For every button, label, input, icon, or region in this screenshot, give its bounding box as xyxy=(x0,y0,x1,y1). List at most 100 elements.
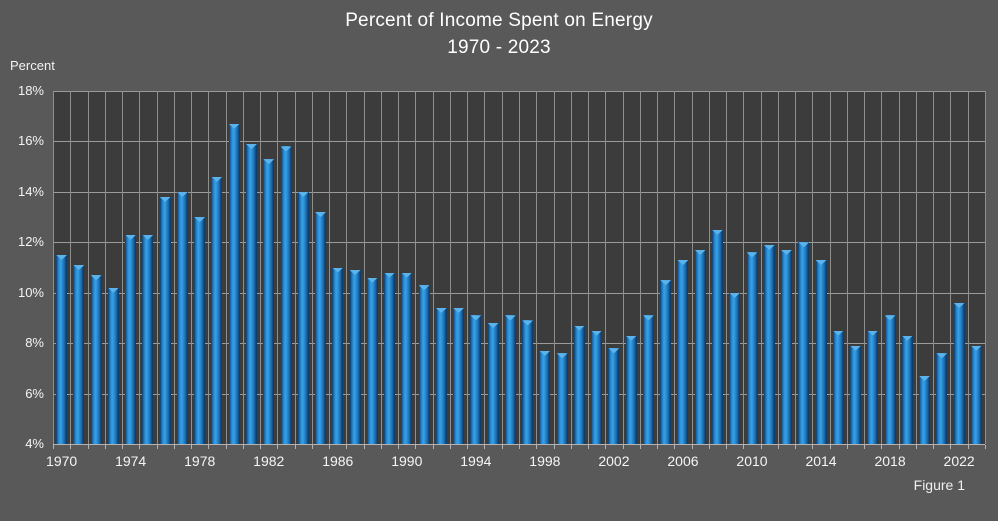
x-axis-tick xyxy=(346,445,348,449)
bar-1996 xyxy=(504,315,516,444)
y-tick-label-4: 4% xyxy=(25,436,44,451)
x-tick-label-1986: 1986 xyxy=(322,453,354,469)
bar-top-highlight xyxy=(781,249,793,255)
chart-title: Percent of Income Spent on Energy 1970 -… xyxy=(0,7,998,61)
bar-2013 xyxy=(798,242,810,444)
bar-top-highlight xyxy=(573,325,585,331)
x-tick-label-2006: 2006 xyxy=(667,453,699,469)
bar-top-highlight xyxy=(107,287,119,293)
bar-2003 xyxy=(625,335,637,444)
v-gridline xyxy=(708,91,710,444)
bar-top-highlight xyxy=(694,249,706,255)
bar-top-highlight xyxy=(176,191,188,197)
v-gridline xyxy=(208,91,210,444)
x-axis-tick xyxy=(570,445,572,449)
bar-2012 xyxy=(781,249,793,444)
bar-1987 xyxy=(349,270,361,444)
bar-top-highlight xyxy=(901,335,913,341)
x-tick-label-1978: 1978 xyxy=(184,453,216,469)
v-gridline xyxy=(846,91,848,444)
bar-top-highlight xyxy=(832,330,844,336)
y-tick-label-8: 8% xyxy=(25,335,44,351)
bar-2008 xyxy=(711,229,723,444)
y-axis-title: Percent xyxy=(10,58,55,73)
bar-2011 xyxy=(763,244,775,444)
v-gridline xyxy=(329,91,331,444)
v-gridline xyxy=(881,91,883,444)
bar-2021 xyxy=(936,353,948,444)
x-axis-tick xyxy=(829,445,831,449)
x-tick-label-1998: 1998 xyxy=(529,453,561,469)
bar-top-highlight xyxy=(539,350,551,356)
x-axis-tick xyxy=(277,445,279,449)
v-gridline xyxy=(398,91,400,444)
v-gridline xyxy=(760,91,762,444)
v-gridline xyxy=(864,91,866,444)
v-gridline xyxy=(501,91,503,444)
v-gridline xyxy=(363,91,365,444)
x-axis-tick xyxy=(484,445,486,449)
x-axis-tick xyxy=(933,445,935,449)
bar-1981 xyxy=(245,143,257,444)
v-gridline xyxy=(87,91,89,444)
x-axis-tick xyxy=(691,445,693,449)
v-gridline xyxy=(53,91,54,444)
x-axis-tick xyxy=(864,445,866,449)
bar-2002 xyxy=(608,348,620,444)
plot-area xyxy=(53,91,986,449)
x-axis-tick xyxy=(605,445,607,449)
bar-top-highlight xyxy=(228,123,240,129)
bar-top-highlight xyxy=(470,315,482,321)
x-axis-tick xyxy=(208,445,210,449)
v-gridline xyxy=(311,91,313,444)
x-axis-tick xyxy=(846,445,848,449)
x-axis-tick xyxy=(501,445,503,449)
v-gridline xyxy=(467,91,469,444)
x-tick-label-2018: 2018 xyxy=(874,453,906,469)
v-gridline xyxy=(588,91,590,444)
v-gridline xyxy=(915,91,917,444)
bar-2010 xyxy=(746,252,758,444)
x-axis-tick xyxy=(87,445,89,449)
figure-caption: Figure 1 xyxy=(913,477,965,493)
x-axis-tick xyxy=(985,445,986,449)
x-axis-tick xyxy=(156,445,158,449)
bar-top-highlight xyxy=(332,267,344,273)
x-axis-tick xyxy=(173,445,175,449)
v-gridline xyxy=(812,91,814,444)
bar-top-highlight xyxy=(211,176,223,182)
x-axis-tick xyxy=(519,445,520,449)
v-gridline xyxy=(104,91,106,444)
v-gridline xyxy=(139,91,141,444)
x-tick-label-2010: 2010 xyxy=(736,453,768,469)
bar-2023 xyxy=(970,345,982,444)
v-gridline xyxy=(657,91,659,444)
x-axis-tick xyxy=(967,445,969,449)
v-gridline xyxy=(639,91,641,444)
x-axis-tick xyxy=(432,445,434,449)
x-axis-tick xyxy=(657,445,659,449)
x-axis-tick xyxy=(915,445,917,449)
v-gridline xyxy=(191,91,193,444)
bar-top-highlight xyxy=(608,348,620,354)
v-gridline xyxy=(985,91,986,444)
v-gridline xyxy=(346,91,348,444)
bar-top-highlight xyxy=(263,159,275,165)
bar-2017 xyxy=(867,330,879,444)
bar-2020 xyxy=(919,375,931,444)
v-gridline xyxy=(70,91,72,444)
x-axis-tick xyxy=(191,445,193,449)
x-axis-tick xyxy=(795,445,797,449)
y-tick-label-16: 16% xyxy=(17,133,44,149)
bar-2018 xyxy=(884,315,896,444)
bar-1975 xyxy=(142,234,154,444)
v-gridline xyxy=(260,91,262,444)
v-gridline xyxy=(242,91,244,444)
bar-2001 xyxy=(591,330,603,444)
x-axis-tick xyxy=(329,445,331,449)
bar-top-highlight xyxy=(125,234,137,240)
v-gridline xyxy=(674,91,676,444)
v-gridline xyxy=(122,91,124,444)
bar-1988 xyxy=(366,277,378,444)
x-axis-tick xyxy=(674,445,676,449)
